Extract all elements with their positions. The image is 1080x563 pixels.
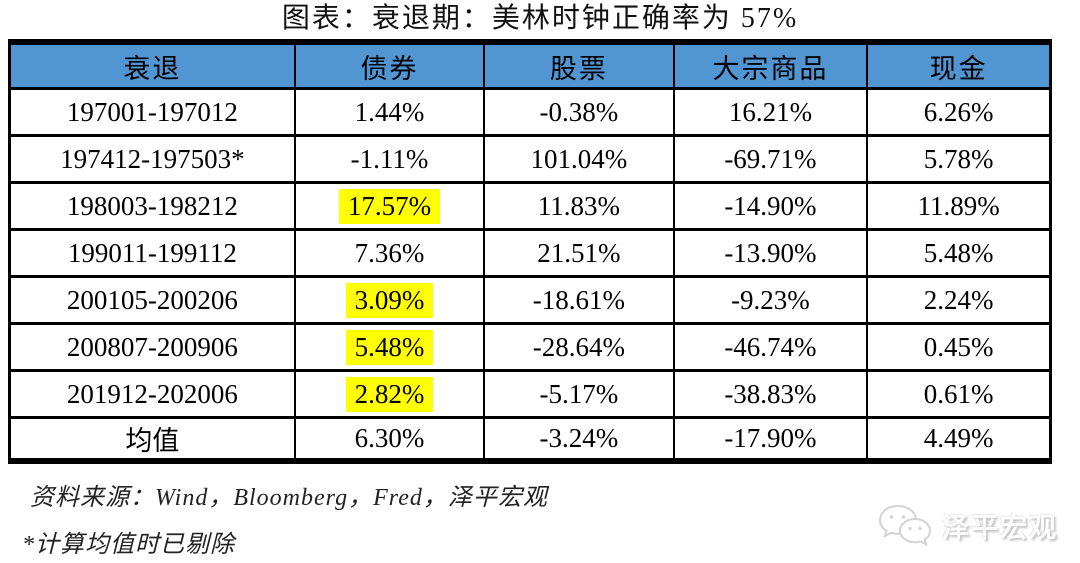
highlighted-value: 2.82% <box>345 376 434 412</box>
period-cell: 200105-200206 <box>8 275 296 325</box>
header-row: 衰退 债券 股票 大宗商品 现金 <box>8 40 1052 90</box>
period-cell: 均值 <box>8 416 296 463</box>
source-note: 资料来源：Wind，Bloomberg，Fred，泽平宏观 <box>30 485 548 511</box>
col-header-bonds: 债券 <box>293 40 486 90</box>
col-header-stocks: 股票 <box>483 40 675 90</box>
table-row: 197001-197012 1.44% -0.38% 16.21% 6.26% <box>8 87 1052 137</box>
commodities-cell: -14.90% <box>672 181 869 231</box>
stocks-cell: -5.17% <box>483 369 675 419</box>
stocks-cell: 21.51% <box>483 228 675 278</box>
highlighted-value: 17.57% <box>338 188 441 224</box>
cash-cell: 5.78% <box>866 134 1052 184</box>
stocks-cell: -18.61% <box>483 275 675 325</box>
stocks-cell: -0.38% <box>483 87 675 137</box>
commodities-cell: 16.21% <box>672 87 869 137</box>
cash-cell: 6.26% <box>866 87 1052 137</box>
period-cell: 199011-199112 <box>8 228 296 278</box>
bonds-cell: -1.11% <box>293 134 486 184</box>
cash-cell: 2.24% <box>866 275 1052 325</box>
bonds-cell: 1.44% <box>293 87 486 137</box>
table-row: 200807-200906 5.48% -28.64% -46.74% 0.45… <box>8 322 1052 372</box>
highlighted-value: 5.48% <box>345 329 434 365</box>
table-row: 199011-199112 7.36% 21.51% -13.90% 5.48% <box>8 228 1052 278</box>
col-header-commodities: 大宗商品 <box>672 40 869 90</box>
asterisk-note: *计算均值时已剔除 <box>22 532 235 558</box>
bonds-cell: 2.82% <box>293 369 486 419</box>
cash-cell: 0.61% <box>866 369 1052 419</box>
cash-cell: 4.49% <box>866 416 1052 463</box>
cash-cell: 5.48% <box>866 228 1052 278</box>
col-header-cash: 现金 <box>866 40 1052 90</box>
highlighted-value: 3.09% <box>345 282 434 318</box>
figure-title: 图表：衰退期：美林时钟正确率为 57% <box>281 3 799 34</box>
table-row: 198003-198212 17.57% 11.83% -14.90% 11.8… <box>8 181 1052 231</box>
col-header-recession: 衰退 <box>8 40 296 90</box>
period-cell: 200807-200906 <box>8 322 296 372</box>
bonds-cell: 6.30% <box>293 416 486 463</box>
brand-watermark: 泽平宏观 <box>876 503 1058 547</box>
stocks-cell: 101.04% <box>483 134 675 184</box>
commodities-cell: -17.90% <box>672 416 869 463</box>
commodities-cell: -38.83% <box>672 369 869 419</box>
stocks-cell: -3.24% <box>483 416 675 463</box>
commodities-cell: -13.90% <box>672 228 869 278</box>
table-row-mean: 均值 6.30% -3.24% -17.90% 4.49% <box>8 416 1052 463</box>
commodities-cell: -46.74% <box>672 322 869 372</box>
recession-returns-table: 衰退 债券 股票 大宗商品 现金 197001-197012 1.44% -0.… <box>8 39 1052 464</box>
commodities-cell: -9.23% <box>672 275 869 325</box>
wechat-bubbles-icon <box>876 503 934 547</box>
period-cell: 197412-197503* <box>8 134 296 184</box>
cash-cell: 11.89% <box>866 181 1052 231</box>
table-row: 201912-202006 2.82% -5.17% -38.83% 0.61% <box>8 369 1052 419</box>
stocks-cell: -28.64% <box>483 322 675 372</box>
table-row: 200105-200206 3.09% -18.61% -9.23% 2.24% <box>8 275 1052 325</box>
cash-cell: 0.45% <box>866 322 1052 372</box>
bonds-cell: 3.09% <box>293 275 486 325</box>
bonds-cell: 7.36% <box>293 228 486 278</box>
brand-name: 泽平宏观 <box>942 512 1058 543</box>
commodities-cell: -69.71% <box>672 134 869 184</box>
period-cell: 197001-197012 <box>8 87 296 137</box>
bonds-cell: 5.48% <box>293 322 486 372</box>
table-row: 197412-197503* -1.11% 101.04% -69.71% 5.… <box>8 134 1052 184</box>
stocks-cell: 11.83% <box>483 181 675 231</box>
bonds-cell: 17.57% <box>293 181 486 231</box>
period-cell: 201912-202006 <box>8 369 296 419</box>
period-cell: 198003-198212 <box>8 181 296 231</box>
